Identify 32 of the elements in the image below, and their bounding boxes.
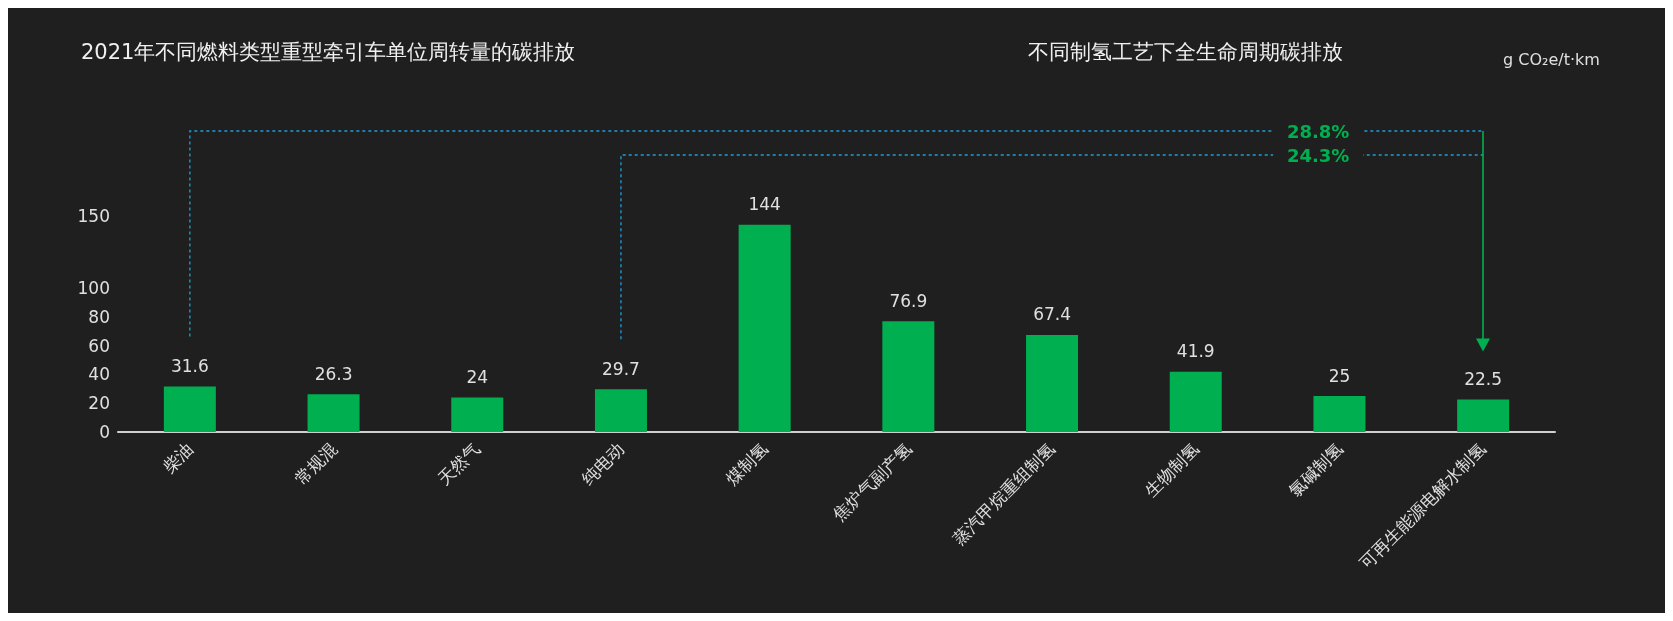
y-tick-label: 100 bbox=[77, 278, 110, 298]
y-tick-label: 40 bbox=[88, 364, 110, 385]
data-label: 25 bbox=[1328, 365, 1351, 386]
data-label: 41.9 bbox=[1176, 341, 1215, 362]
data-label: 144 bbox=[748, 194, 781, 215]
y-tick-label: 80 bbox=[88, 306, 110, 327]
x-tick-label: 氯碱制氢 bbox=[1284, 438, 1347, 502]
data-label: 29.7 bbox=[602, 358, 640, 379]
x-tick-label: 蒸汽甲烷重组制氢 bbox=[948, 438, 1060, 550]
x-tick-label: 可再生能源电解水制氢 bbox=[1355, 438, 1491, 574]
y-tick-label: 0 bbox=[99, 422, 110, 442]
x-tick-label: 煤制氢 bbox=[721, 438, 772, 490]
y-tick-label: 150 bbox=[77, 206, 110, 226]
data-label: 26.3 bbox=[314, 363, 353, 384]
data-label: 76.9 bbox=[889, 290, 928, 311]
x-tick-label: 纯电动 bbox=[577, 438, 629, 490]
x-tick-label: 焦炉气副产氢 bbox=[829, 438, 916, 526]
y-tick-label: 60 bbox=[88, 335, 110, 356]
data-label: 31.6 bbox=[170, 356, 209, 376]
chart-subtitle: 不同制氢工艺下全生命周期碳排放 bbox=[1028, 39, 1343, 64]
data-label: 22.5 bbox=[1464, 369, 1503, 390]
x-tick-label: 柴油 bbox=[158, 438, 197, 478]
x-tick-label: 天然气 bbox=[434, 438, 485, 490]
data-label: 24 bbox=[466, 366, 489, 387]
y-tick-label: 20 bbox=[88, 393, 110, 414]
x-tick-label: 常规混 bbox=[290, 438, 341, 490]
text: 28.8% bbox=[1286, 120, 1350, 142]
x-tick-label: 生物制氢 bbox=[1140, 438, 1203, 502]
text: g CO₂e/t·km bbox=[1503, 49, 1600, 69]
data-label: 67.4 bbox=[1033, 304, 1071, 325]
chart-title: 2021年不同燃料类型重型牵引车单位周转量的碳排放 bbox=[81, 39, 576, 64]
text: 24.3% bbox=[1286, 144, 1350, 166]
